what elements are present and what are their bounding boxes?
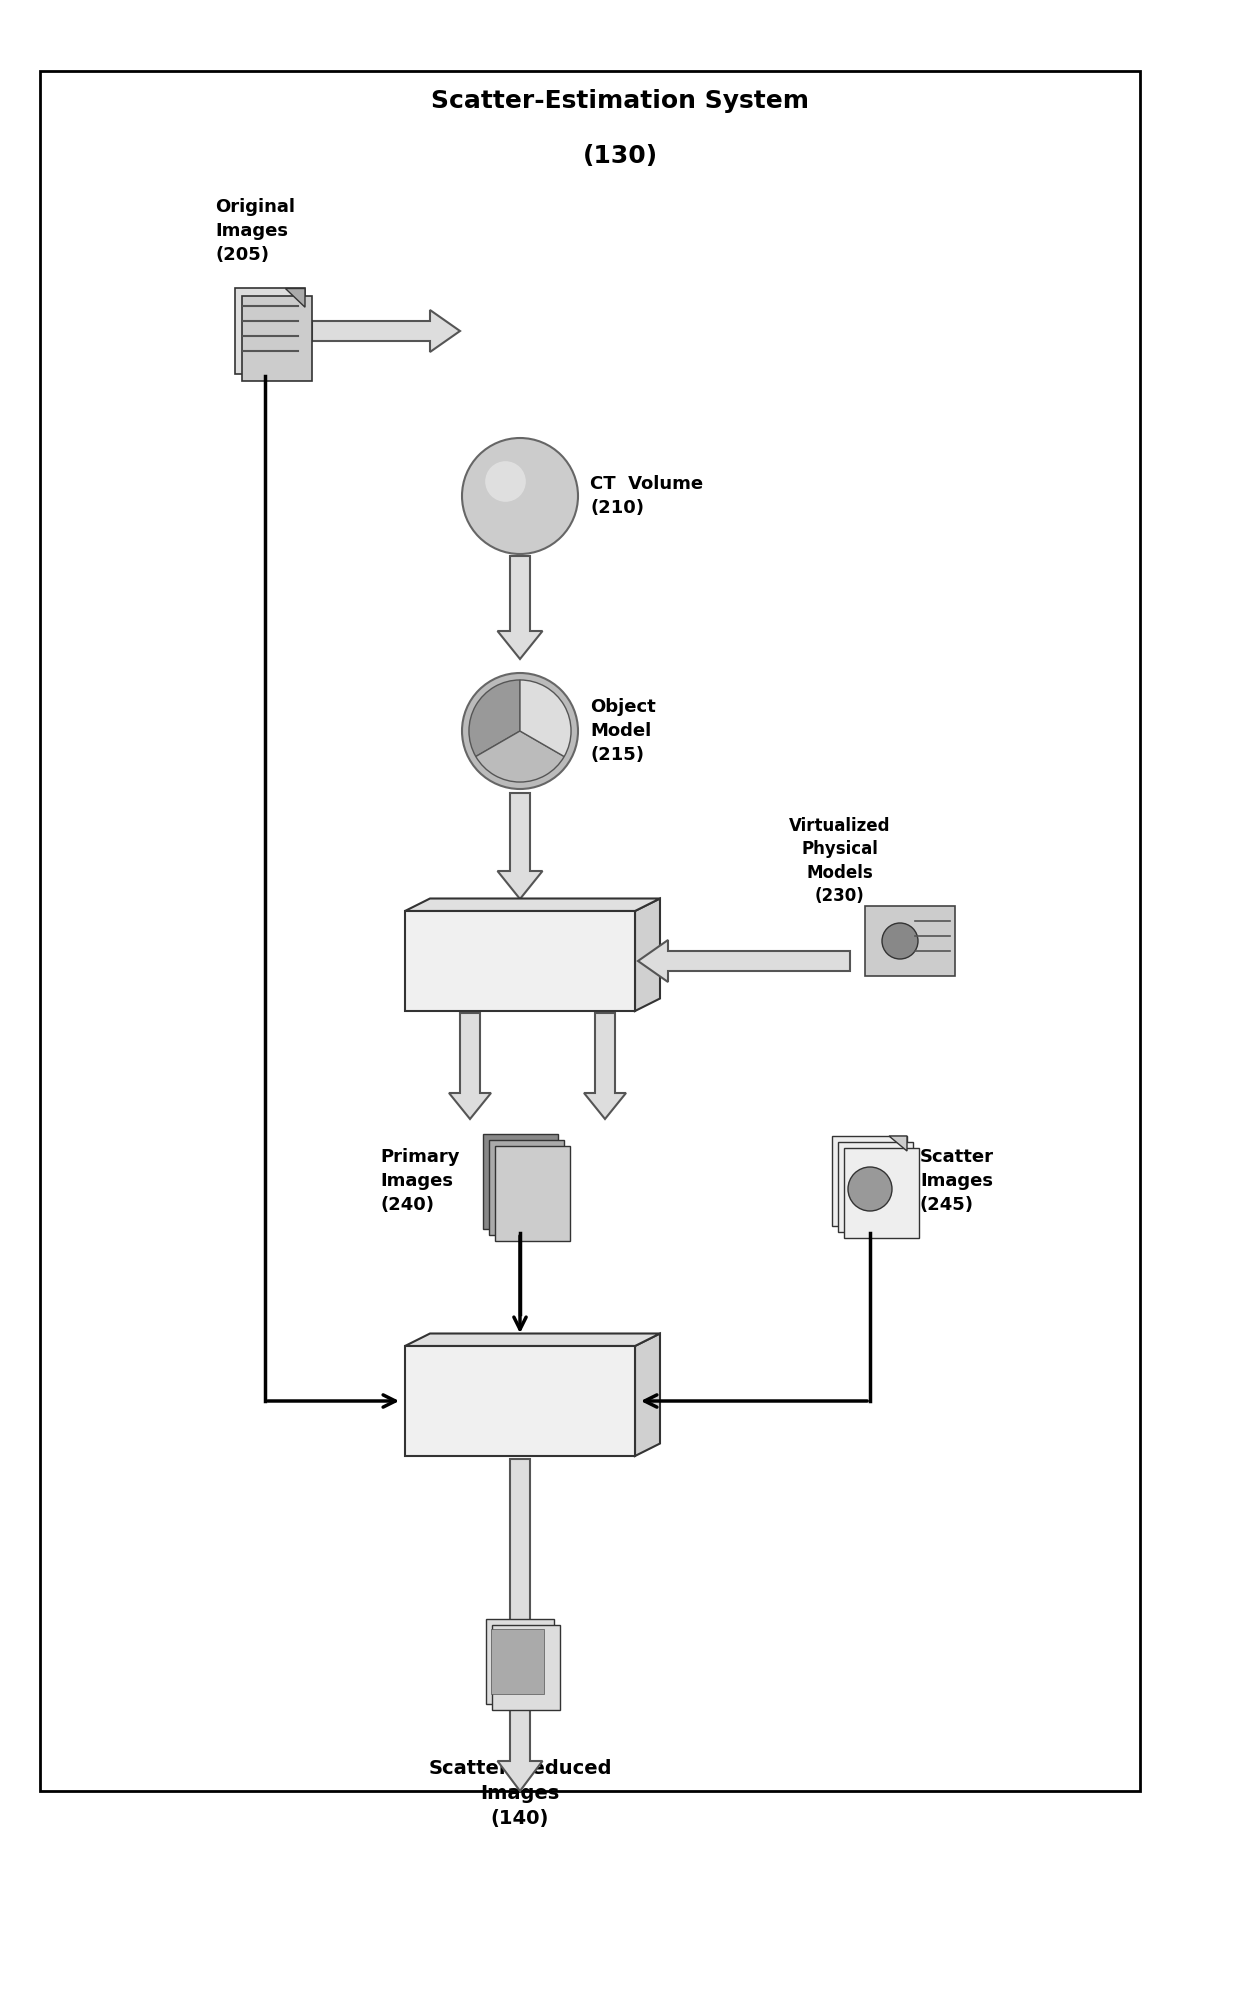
Polygon shape bbox=[584, 1014, 626, 1118]
FancyBboxPatch shape bbox=[832, 1136, 906, 1227]
Polygon shape bbox=[889, 1136, 906, 1150]
Polygon shape bbox=[497, 1460, 543, 1792]
Text: Virtualized
Physical
Models
(230): Virtualized Physical Models (230) bbox=[789, 816, 890, 905]
FancyBboxPatch shape bbox=[482, 1134, 558, 1229]
Polygon shape bbox=[497, 555, 543, 660]
Text: Scatter-Reduced
Images
(140): Scatter-Reduced Images (140) bbox=[428, 1760, 611, 1828]
Polygon shape bbox=[635, 1333, 660, 1456]
Polygon shape bbox=[285, 288, 305, 308]
Circle shape bbox=[848, 1166, 892, 1211]
Text: Scatter
Images
(245): Scatter Images (245) bbox=[920, 1148, 994, 1213]
Text: Object
Model
(215): Object Model (215) bbox=[590, 698, 656, 764]
FancyBboxPatch shape bbox=[486, 1619, 554, 1703]
Polygon shape bbox=[312, 310, 460, 352]
FancyBboxPatch shape bbox=[838, 1142, 913, 1233]
Text: Scan-Simulation
Module
(220): Scan-Simulation Module (220) bbox=[438, 929, 603, 993]
FancyBboxPatch shape bbox=[492, 1625, 560, 1709]
Polygon shape bbox=[449, 1014, 491, 1118]
Circle shape bbox=[882, 923, 918, 959]
Wedge shape bbox=[476, 732, 564, 782]
Text: Scatter-Estimation System: Scatter-Estimation System bbox=[432, 88, 808, 113]
FancyBboxPatch shape bbox=[866, 907, 955, 975]
Wedge shape bbox=[469, 680, 520, 756]
Polygon shape bbox=[405, 899, 660, 911]
FancyBboxPatch shape bbox=[489, 1140, 563, 1235]
FancyBboxPatch shape bbox=[242, 296, 312, 380]
Polygon shape bbox=[639, 939, 849, 981]
Text: Original
Images
(205): Original Images (205) bbox=[215, 199, 295, 263]
FancyBboxPatch shape bbox=[495, 1146, 569, 1241]
Text: Primary
Images
(240): Primary Images (240) bbox=[379, 1148, 460, 1213]
Polygon shape bbox=[405, 1333, 660, 1345]
FancyBboxPatch shape bbox=[405, 911, 635, 1012]
FancyBboxPatch shape bbox=[236, 288, 305, 374]
Polygon shape bbox=[635, 899, 660, 1012]
FancyBboxPatch shape bbox=[844, 1148, 919, 1239]
Text: Image-
Correction
Module
(250): Image- Correction Module (250) bbox=[467, 1357, 573, 1446]
Wedge shape bbox=[520, 680, 572, 756]
FancyBboxPatch shape bbox=[405, 1345, 635, 1456]
FancyBboxPatch shape bbox=[491, 1629, 544, 1693]
Circle shape bbox=[463, 674, 578, 788]
Circle shape bbox=[485, 461, 526, 503]
Polygon shape bbox=[497, 792, 543, 899]
Text: CT  Volume
(210): CT Volume (210) bbox=[590, 475, 703, 517]
Text: (130): (130) bbox=[583, 145, 657, 169]
Circle shape bbox=[463, 438, 578, 553]
